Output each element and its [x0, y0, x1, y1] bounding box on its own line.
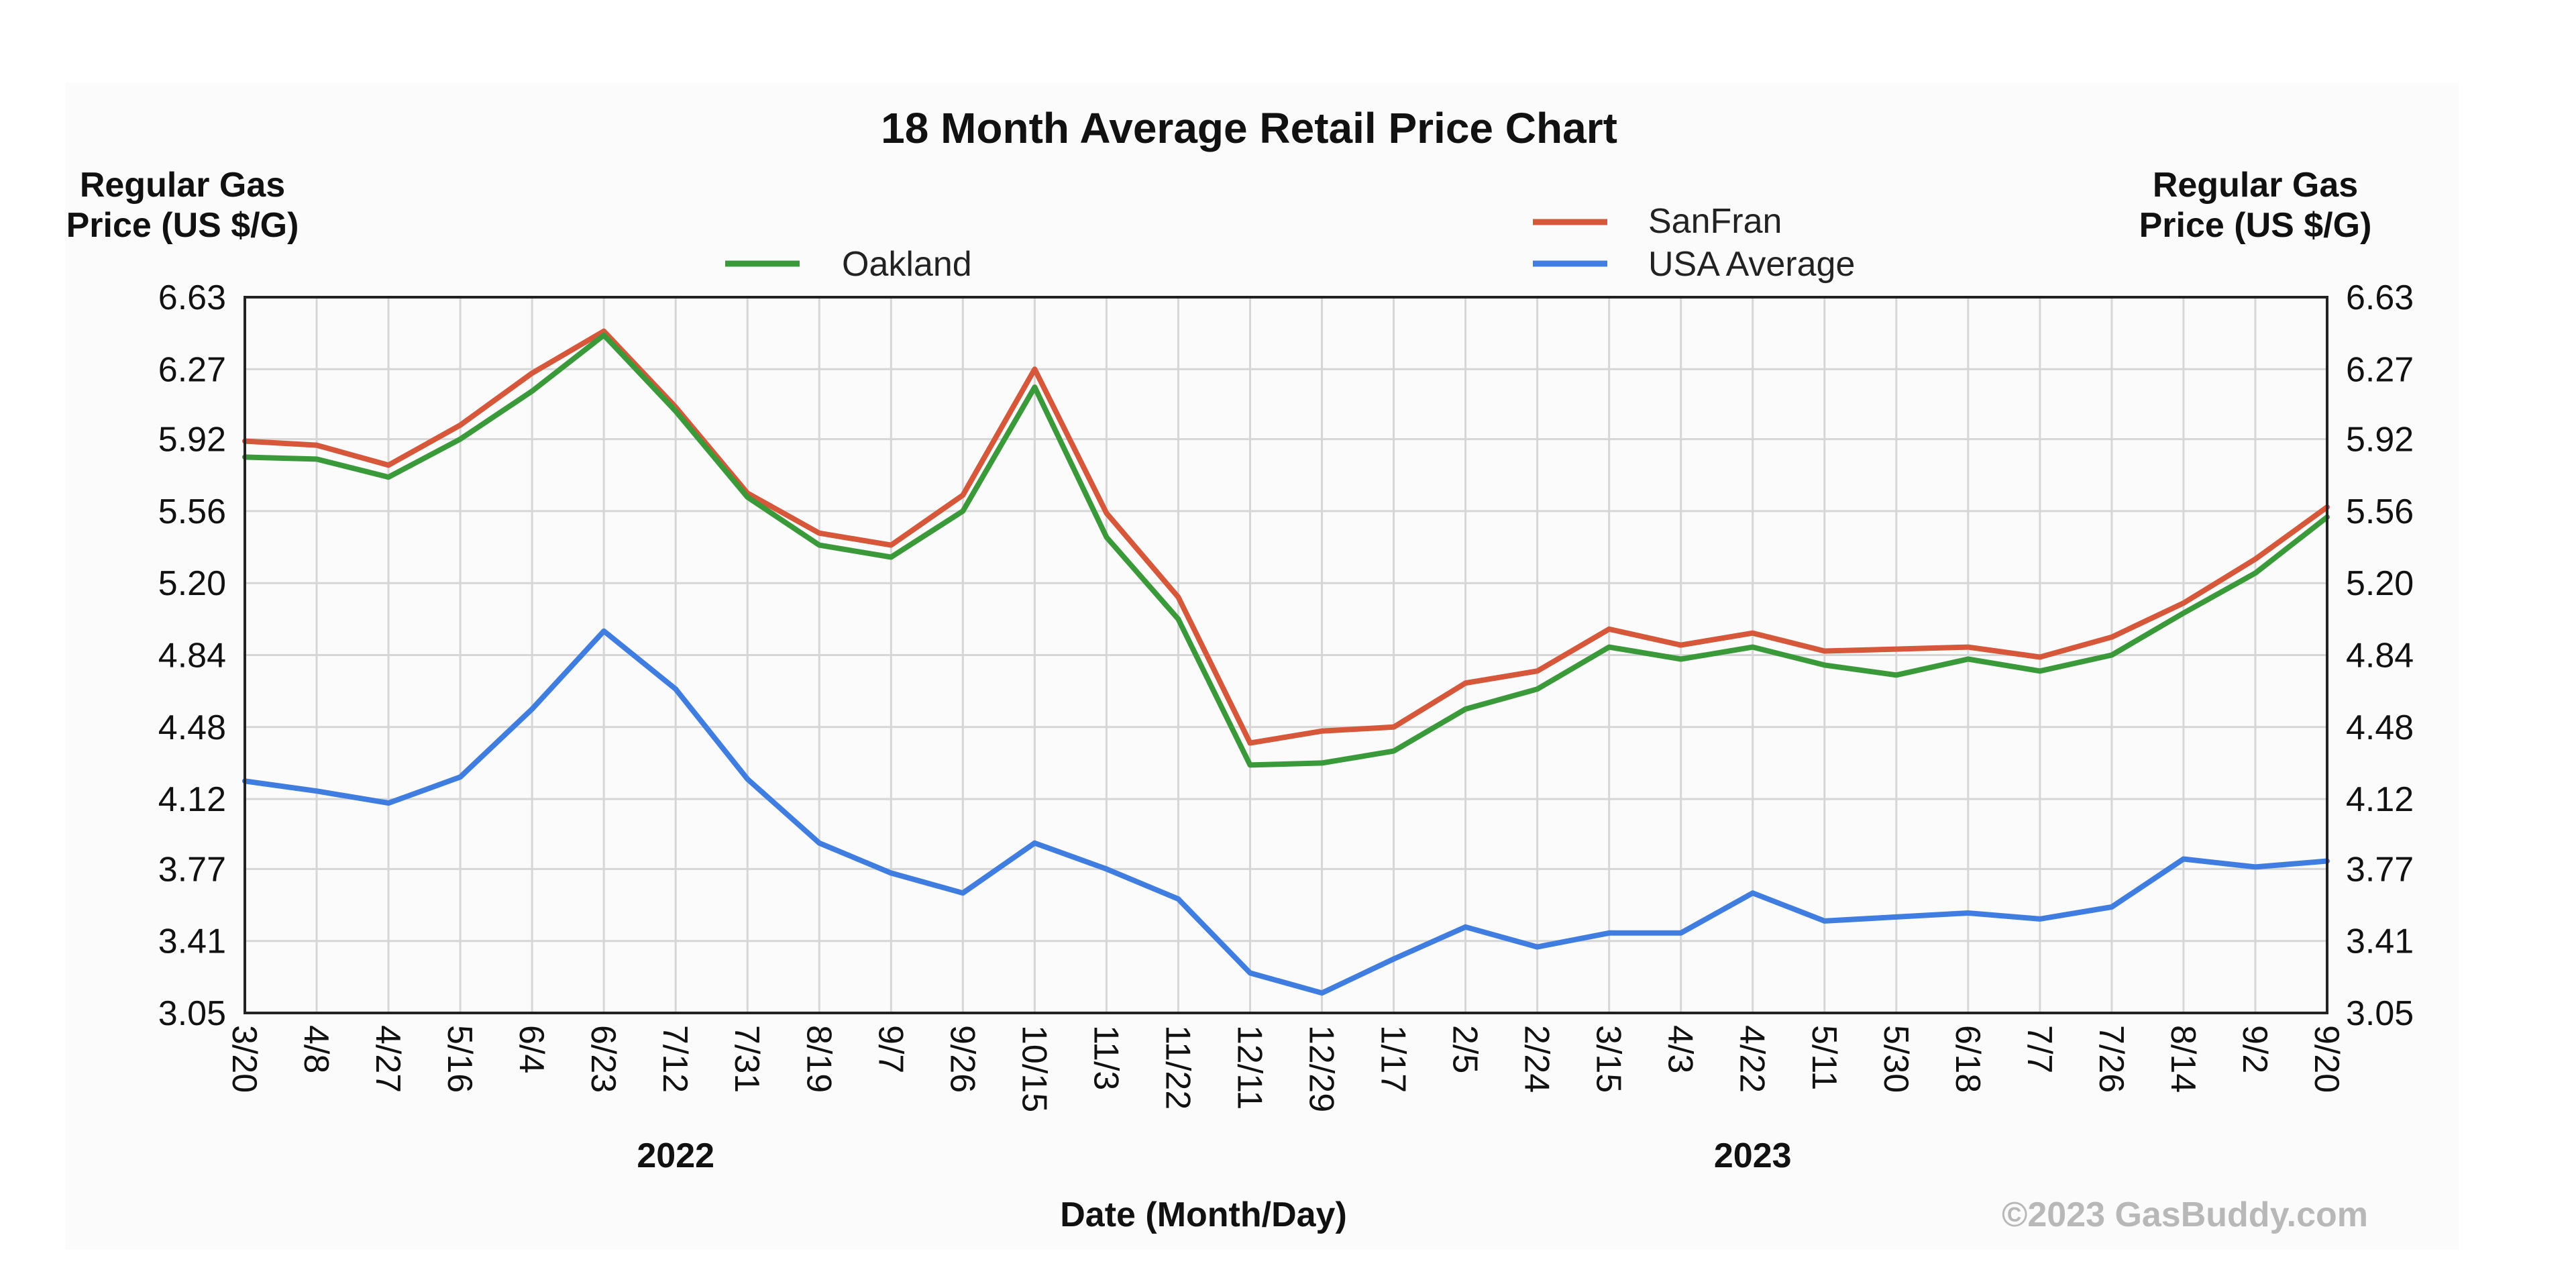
y-tick-label-left: 3.41	[158, 922, 226, 961]
right-y-axis-title-line-2: Price (US $/G)	[2139, 206, 2372, 245]
x-tick-label: 6/18	[1948, 1025, 1987, 1093]
right-y-axis-title-line-1: Regular Gas	[2153, 166, 2358, 205]
y-tick-label-left: 6.63	[158, 278, 226, 317]
x-axis: 3/20 4/8 4/27 5/16 6/4 6/23 7/12 7/31 8/19 9/7 9/2…	[225, 1025, 2346, 1112]
y-tick-label-left: 4.12	[158, 780, 226, 819]
x-tick-label: 7/26	[2092, 1025, 2131, 1093]
series-line-oakland	[242, 332, 2330, 768]
y-tick-label-right: 3.05	[2346, 994, 2414, 1033]
chart-panel: 18 Month Average Retail Price Chart Regu…	[65, 83, 2459, 1250]
x-tick-label: 5/16	[440, 1025, 479, 1093]
x-tick-label: 8/19	[799, 1025, 838, 1093]
y-tick-label-right: 5.20	[2346, 564, 2414, 603]
year-labels: 2022 2023	[637, 1136, 1791, 1175]
y-tick-label-left: 3.05	[158, 994, 226, 1033]
x-tick-label: 4/3	[1661, 1025, 1700, 1073]
x-tick-label: 1/17	[1374, 1025, 1413, 1093]
chart-title: 18 Month Average Retail Price Chart	[881, 104, 1617, 152]
x-tick-label: 2/24	[1517, 1025, 1556, 1093]
x-tick-label: 5/30	[1876, 1025, 1915, 1093]
x-tick-label: 3/20	[225, 1025, 264, 1093]
x-tick-label: 4/8	[297, 1025, 335, 1073]
series-lines	[242, 328, 2330, 996]
x-tick-label: 12/11	[1230, 1025, 1269, 1110]
x-tick-label: 9/26	[943, 1025, 981, 1093]
year-label: 2022	[637, 1136, 714, 1175]
y-tick-label-left: 5.56	[158, 492, 226, 531]
legend-label-usa-average: USA Average	[1648, 245, 1855, 284]
x-tick-label: 8/14	[2163, 1025, 2202, 1093]
x-tick-label: 9/2	[2235, 1025, 2274, 1073]
y-axis-left: 6.63 6.27 5.92 5.56 5.20 4.84 4.48 4.12 3.77 3.41…	[158, 278, 226, 1033]
y-tick-label-right: 4.48	[2346, 708, 2414, 747]
y-tick-label-left: 3.77	[158, 850, 226, 889]
y-tick-label-left: 5.92	[158, 421, 226, 460]
x-tick-label: 7/7	[2020, 1025, 2059, 1073]
y-tick-label-right: 5.56	[2346, 492, 2414, 531]
x-tick-label: 9/20	[2307, 1025, 2346, 1093]
y-axis-right: 6.63 6.27 5.92 5.56 5.20 4.84 4.48 4.12 3.77 3.41…	[2346, 278, 2414, 1033]
y-tick-label-left: 4.48	[158, 708, 226, 747]
y-tick-label-left: 5.20	[158, 564, 226, 603]
y-tick-label-left: 4.84	[158, 637, 226, 676]
x-tick-label: 2/5	[1446, 1025, 1485, 1073]
x-tick-label: 9/7	[871, 1025, 910, 1073]
x-tick-label: 11/3	[1086, 1025, 1125, 1090]
x-tick-label: 11/22	[1158, 1025, 1197, 1110]
left-y-axis-title-line-1: Regular Gas	[80, 166, 285, 205]
x-tick-label: 6/4	[512, 1025, 551, 1073]
legend-label-oakland: Oakland	[842, 245, 972, 284]
x-tick-label: 7/31	[727, 1025, 766, 1093]
y-tick-label-right: 3.41	[2346, 922, 2414, 961]
price-chart: 18 Month Average Retail Price Chart Regu…	[66, 104, 2414, 1234]
x-tick-label: 4/22	[1733, 1025, 1772, 1093]
x-tick-label: 7/12	[655, 1025, 694, 1093]
year-label: 2023	[1714, 1136, 1792, 1175]
x-tick-label: 5/11	[1805, 1025, 1843, 1090]
y-tick-label-right: 3.77	[2346, 850, 2414, 889]
copyright-credit: ©2023 GasBuddy.com	[2002, 1195, 2368, 1234]
plot-frame	[244, 296, 2328, 1014]
y-tick-label-right: 5.92	[2346, 421, 2414, 460]
x-axis-title: Date (Month/Day)	[1060, 1195, 1347, 1234]
y-tick-label-right: 4.12	[2346, 780, 2414, 819]
x-tick-label: 10/15	[1014, 1025, 1053, 1112]
x-tick-label: 6/23	[584, 1025, 623, 1093]
x-tick-label: 12/29	[1302, 1025, 1341, 1112]
y-tick-label-left: 6.27	[158, 350, 226, 389]
y-tick-label-right: 4.84	[2346, 637, 2414, 676]
left-y-axis-title-line-2: Price (US $/G)	[66, 206, 299, 245]
series-line-sanfran	[242, 328, 2330, 746]
x-tick-label: 3/15	[1589, 1025, 1628, 1093]
legend: Oakland SanFran USA Average	[725, 202, 1855, 284]
legend-label-sanfran: SanFran	[1648, 202, 1782, 241]
series-line-usa-average	[242, 628, 2330, 996]
y-tick-label-right: 6.27	[2346, 350, 2414, 389]
x-tick-label: 4/27	[368, 1025, 407, 1093]
y-tick-label-right: 6.63	[2346, 278, 2414, 317]
